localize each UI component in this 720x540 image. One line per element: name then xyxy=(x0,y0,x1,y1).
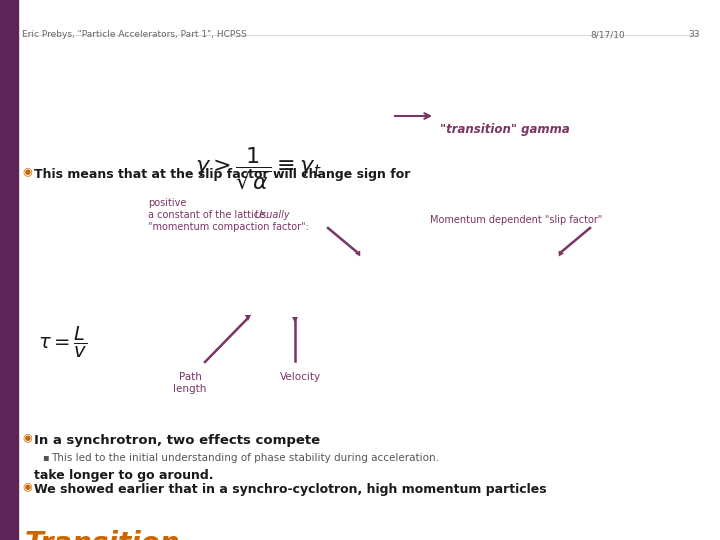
Text: "transition" gamma: "transition" gamma xyxy=(440,123,570,136)
Text: $\gamma > \dfrac{1}{\sqrt{\alpha}} \equiv \gamma_t$: $\gamma > \dfrac{1}{\sqrt{\alpha}} \equi… xyxy=(195,145,322,191)
Text: In a synchrotron, two effects compete: In a synchrotron, two effects compete xyxy=(34,434,320,447)
Text: ◉: ◉ xyxy=(22,433,32,443)
Text: Path
length: Path length xyxy=(174,372,207,394)
Text: Transition: Transition xyxy=(25,530,181,540)
Text: Usually: Usually xyxy=(254,210,289,220)
Text: We showed earlier that in a synchro-cyclotron, high momentum particles: We showed earlier that in a synchro-cycl… xyxy=(34,483,546,496)
Text: Momentum dependent "slip factor": Momentum dependent "slip factor" xyxy=(430,215,603,225)
Text: 8/17/10: 8/17/10 xyxy=(590,30,625,39)
Bar xyxy=(0,0,18,540)
Text: positive: positive xyxy=(148,198,186,208)
Text: $\tau = \dfrac{L}{v}$: $\tau = \dfrac{L}{v}$ xyxy=(38,325,87,360)
Text: Velocity: Velocity xyxy=(279,372,320,382)
Text: "momentum compaction factor":: "momentum compaction factor": xyxy=(148,222,309,232)
Text: ◉: ◉ xyxy=(22,167,32,177)
Text: ▪: ▪ xyxy=(42,452,49,462)
Text: This led to the initial understanding of phase stability during acceleration.: This led to the initial understanding of… xyxy=(51,453,439,463)
Text: This means that at the slip factor will change sign for: This means that at the slip factor will … xyxy=(34,168,410,181)
Text: take longer to go around.: take longer to go around. xyxy=(34,469,214,482)
Text: 33: 33 xyxy=(688,30,700,39)
Text: Eric Prebys, "Particle Accelerators, Part 1", HCPSS: Eric Prebys, "Particle Accelerators, Par… xyxy=(22,30,247,39)
Text: ◉: ◉ xyxy=(22,482,32,492)
Text: a constant of the lattice.: a constant of the lattice. xyxy=(148,210,271,220)
